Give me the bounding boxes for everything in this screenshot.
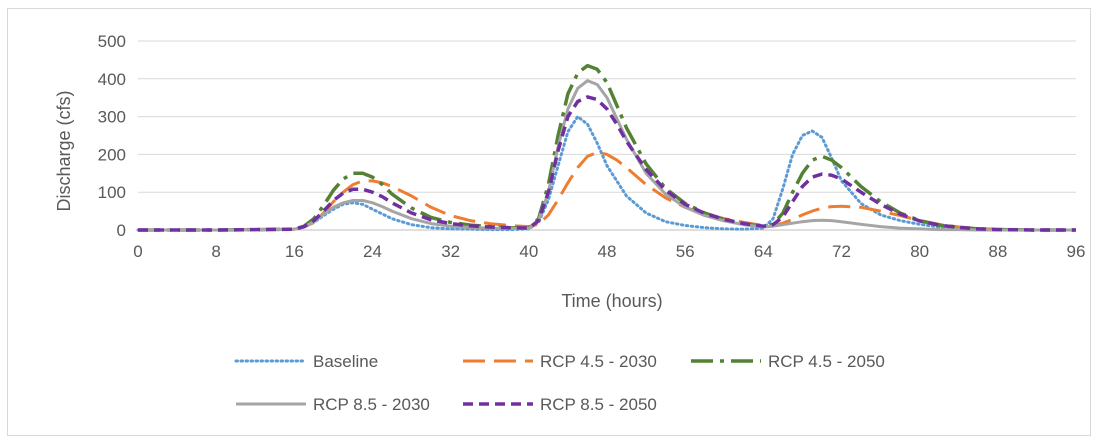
x-axis-label: Time (hours) (561, 291, 662, 311)
x-tick-label: 80 (910, 242, 929, 261)
y-tick-label: 0 (117, 221, 126, 240)
legend-label-2: RCP 4.5 - 2050 (768, 352, 885, 371)
series-line-3 (138, 79, 1076, 232)
discharge-line-chart: 0 100 200 300 400 500 0 8 16 24 32 40 48 56 64 72 80 88 9… (54, 32, 1085, 414)
series-lines (136, 63, 1078, 232)
legend-label-3: RCP 8.5 - 2030 (313, 395, 430, 414)
y-tick-label: 500 (98, 32, 126, 51)
legend: Baseline RCP 4.5 - 2030 RCP 4.5 - 2050 RCP … (234, 352, 885, 414)
x-tick-labels: 0 8 16 24 32 40 48 56 64 72 80 88 96 (133, 242, 1085, 261)
x-tick-label: 96 (1067, 242, 1086, 261)
gridlines (138, 40, 1076, 231)
x-tick-label: 0 (133, 242, 142, 261)
legend-label-1: RCP 4.5 - 2030 (540, 352, 657, 371)
series-line-4 (138, 95, 1076, 232)
x-tick-label: 72 (832, 242, 851, 261)
x-tick-label: 32 (441, 242, 460, 261)
series-line-0 (136, 115, 1078, 232)
legend-label-4: RCP 8.5 - 2050 (540, 395, 657, 414)
series-line-1 (138, 151, 1076, 232)
y-axis-label: Discharge (cfs) (54, 90, 74, 211)
y-tick-label: 400 (98, 70, 126, 89)
legend-label-0: Baseline (313, 352, 378, 371)
x-tick-label: 24 (363, 242, 382, 261)
series-line-2 (138, 63, 1076, 232)
chart-frame: 0 100 200 300 400 500 0 8 16 24 32 40 48 56 64 72 80 88 9… (7, 8, 1091, 436)
x-tick-label: 8 (211, 242, 220, 261)
y-tick-label: 200 (98, 145, 126, 164)
x-tick-label: 64 (754, 242, 773, 261)
y-tick-label: 100 (98, 183, 126, 202)
x-tick-label: 48 (598, 242, 617, 261)
x-tick-label: 40 (519, 242, 538, 261)
y-tick-labels: 0 100 200 300 400 500 (98, 32, 126, 240)
x-tick-label: 56 (676, 242, 695, 261)
y-tick-label: 300 (98, 108, 126, 127)
x-tick-label: 16 (285, 242, 304, 261)
x-tick-label: 88 (988, 242, 1007, 261)
